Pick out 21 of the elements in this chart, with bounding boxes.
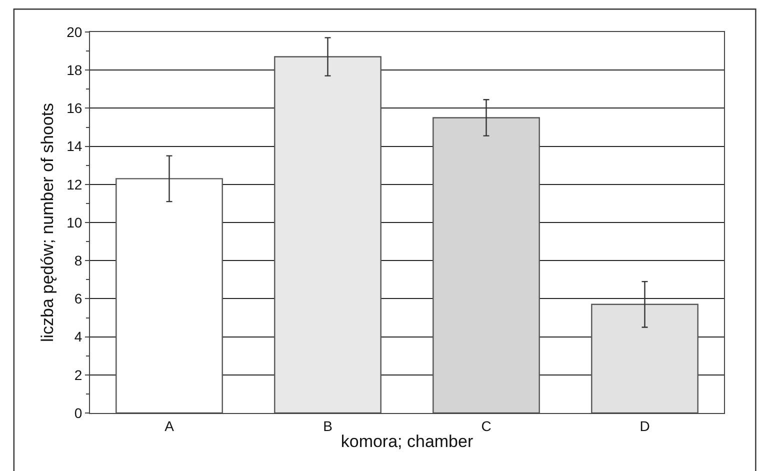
y-tick-label: 0 [74, 404, 82, 421]
x-tick-label: A [164, 418, 175, 434]
bar [591, 304, 698, 413]
bar [432, 117, 540, 413]
y-tick-label: 12 [66, 176, 82, 192]
y-tick-label: 8 [74, 252, 82, 268]
x-tick-label: C [481, 418, 492, 434]
y-tick-label: 14 [66, 138, 82, 154]
y-tick-label: 6 [74, 290, 82, 307]
y-tick-label: 16 [66, 100, 82, 116]
y-tick-label: 20 [66, 24, 82, 40]
bar [274, 56, 382, 413]
y-tick-label: 10 [66, 214, 82, 230]
x-tick-label: B [323, 418, 332, 434]
y-axis-title: liczba pędów; number of shoots [38, 102, 58, 342]
y-tick-label: 2 [74, 366, 82, 383]
y-tick-label: 4 [74, 328, 82, 345]
bar [116, 178, 223, 413]
y-tick-label: 18 [66, 62, 82, 78]
x-tick-label: D [640, 418, 650, 434]
x-axis-title: komora; chamber [340, 432, 474, 452]
